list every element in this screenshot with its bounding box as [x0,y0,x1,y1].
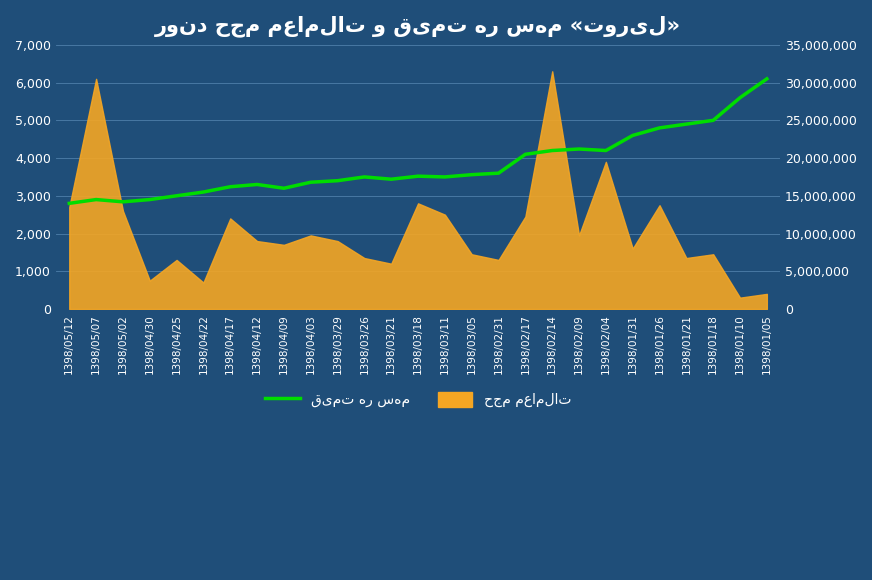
Legend: قیمت هر سهم, حجم معاملات: قیمت هر سهم, حجم معاملات [260,387,576,413]
Title: روند حجم معاملات و قیمت هر سهم «توریل»: روند حجم معاملات و قیمت هر سهم «توریل» [155,15,681,37]
